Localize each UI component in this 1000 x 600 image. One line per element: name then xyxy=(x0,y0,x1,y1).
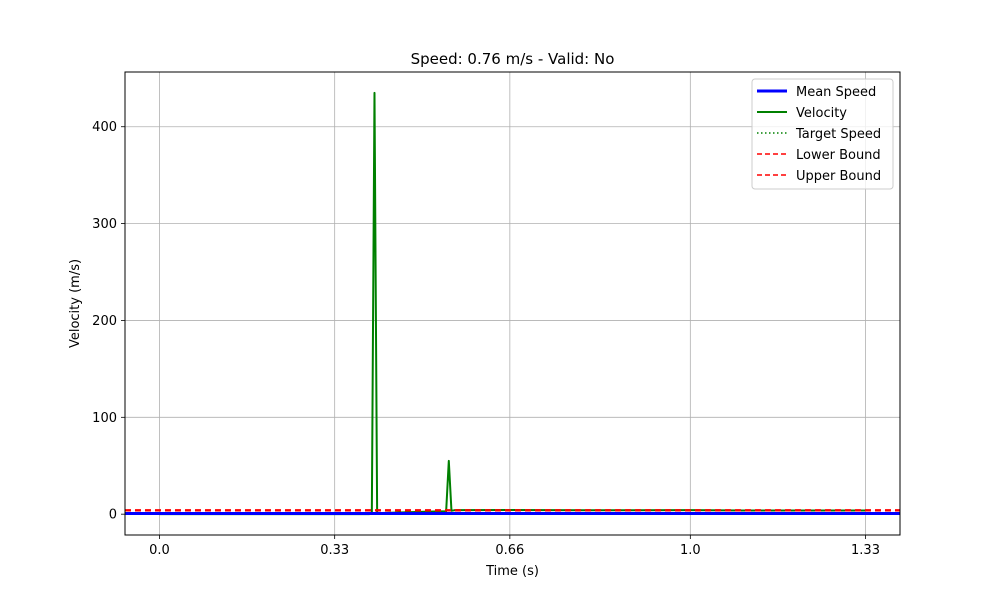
y-tick-label: 200 xyxy=(92,314,117,329)
y-tick-label: 300 xyxy=(92,217,117,232)
y-tick-label: 0 xyxy=(109,508,117,523)
x-tick-label: 0.0 xyxy=(149,543,170,558)
series-velocity-line xyxy=(159,91,868,516)
x-axis-label: Time (s) xyxy=(485,564,539,579)
x-tick-label: 0.33 xyxy=(320,543,349,558)
x-tick-label: 1.33 xyxy=(851,543,880,558)
x-tick-label: 0.66 xyxy=(495,543,524,558)
legend-box xyxy=(751,78,894,190)
y-tick-label: 400 xyxy=(92,120,117,135)
legend-label-target-speed: Target Speed xyxy=(795,127,881,142)
chart-title: Speed: 0.76 m/s - Valid: No xyxy=(411,50,615,68)
y-axis-label: Velocity (m/s) xyxy=(68,259,83,348)
legend-label-velocity: Velocity xyxy=(796,106,847,121)
legend-label-mean-speed: Mean Speed xyxy=(796,85,876,100)
series-layer xyxy=(125,91,900,516)
legend-label-upper-bound: Upper Bound xyxy=(796,169,881,184)
plot-frame xyxy=(124,71,901,536)
legend: Mean Speed Velocity Target Speed Lower Boun… xyxy=(751,78,894,190)
x-tick-label: 1.0 xyxy=(680,543,701,558)
legend-label-lower-bound: Lower Bound xyxy=(796,148,881,163)
ticks: 0.0 0.33 0.66 1.0 1.33 0 100 200 300 400 xyxy=(92,120,880,558)
y-tick-label: 100 xyxy=(92,411,117,426)
